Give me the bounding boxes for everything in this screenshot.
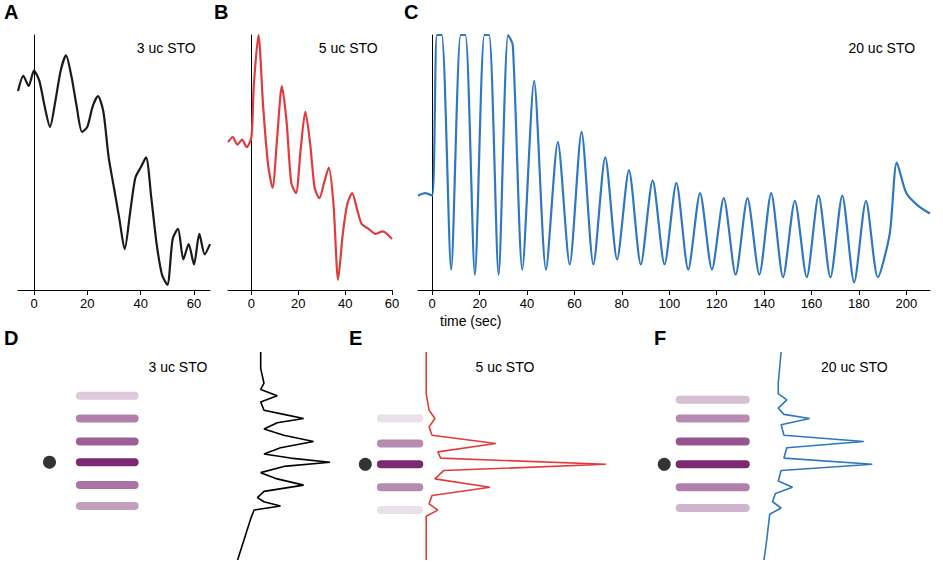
svg-text:5 uc STO: 5 uc STO [319, 40, 378, 56]
svg-text:A: A [4, 1, 18, 23]
svg-text:140: 140 [753, 296, 775, 311]
svg-text:5 uc STO: 5 uc STO [476, 359, 535, 375]
svg-text:60: 60 [187, 296, 201, 311]
svg-text:40: 40 [338, 296, 352, 311]
svg-text:40: 40 [133, 296, 147, 311]
svg-text:F: F [654, 327, 666, 349]
svg-text:D: D [4, 327, 18, 349]
svg-text:80: 80 [615, 296, 629, 311]
svg-text:20: 20 [80, 296, 94, 311]
svg-text:60: 60 [567, 296, 581, 311]
svg-text:20: 20 [472, 296, 486, 311]
svg-text:160: 160 [801, 296, 823, 311]
svg-text:40: 40 [520, 296, 534, 311]
svg-text:180: 180 [848, 296, 870, 311]
svg-text:0: 0 [30, 296, 37, 311]
svg-text:C: C [404, 1, 418, 23]
svg-text:E: E [349, 327, 362, 349]
svg-text:0: 0 [248, 296, 255, 311]
svg-text:0: 0 [429, 296, 436, 311]
svg-text:B: B [214, 1, 228, 23]
svg-text:20: 20 [291, 296, 305, 311]
svg-text:100: 100 [658, 296, 680, 311]
svg-text:3 uc STO: 3 uc STO [137, 40, 196, 56]
svg-text:60: 60 [385, 296, 399, 311]
svg-text:3 uc STO: 3 uc STO [149, 359, 208, 375]
svg-text:20 uc STO: 20 uc STO [848, 40, 915, 56]
svg-text:120: 120 [706, 296, 728, 311]
svg-text:200: 200 [895, 296, 917, 311]
svg-text:time (sec): time (sec) [440, 313, 501, 329]
svg-text:20 uc STO: 20 uc STO [821, 359, 888, 375]
